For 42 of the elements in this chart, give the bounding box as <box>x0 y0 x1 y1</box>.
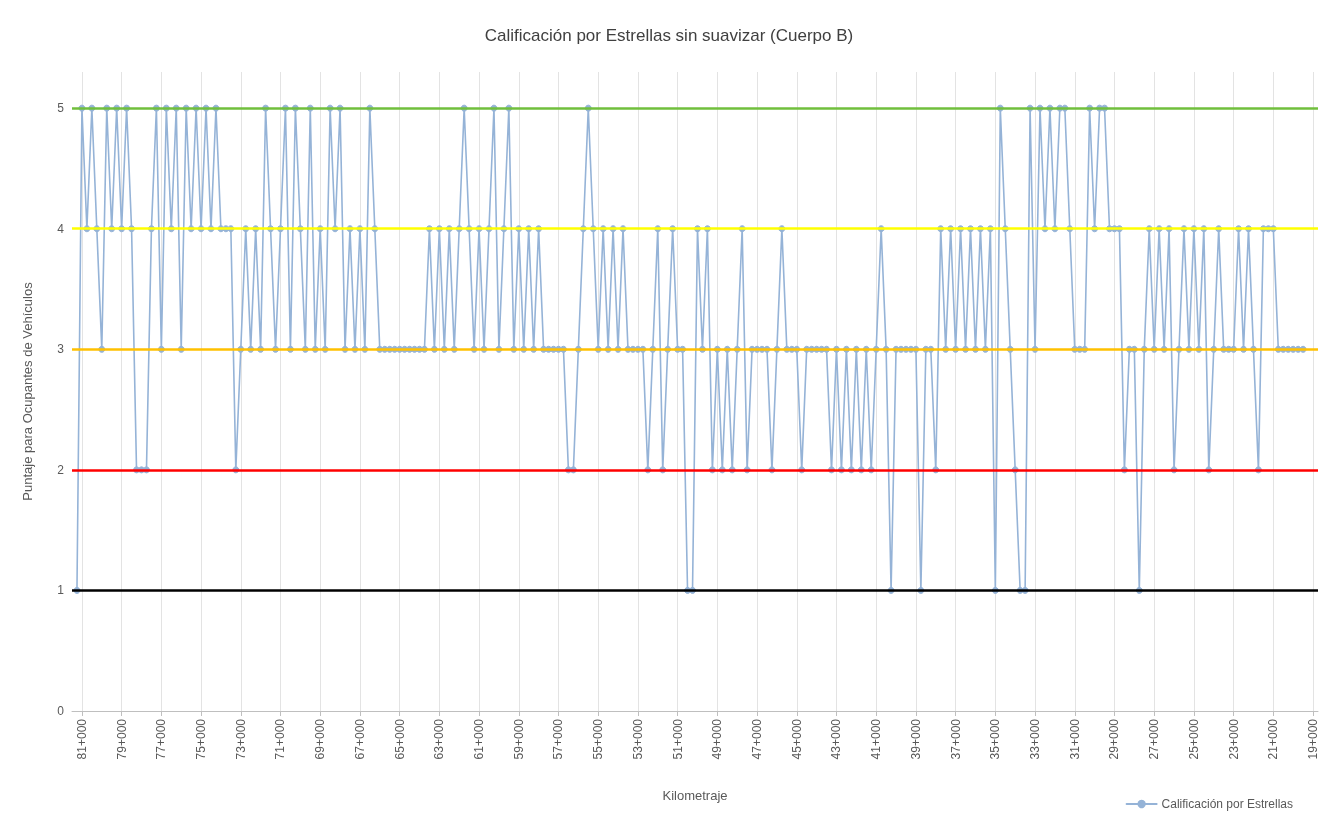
y-tick-label: 0 <box>57 704 65 718</box>
y-tick-label: 2 <box>57 462 65 477</box>
y-tick-label: 1 <box>57 583 65 598</box>
x-tick-label: 51+000 <box>670 718 685 760</box>
x-tick-label: 53+000 <box>630 718 645 760</box>
x-tick-label: 25+000 <box>1186 718 1201 760</box>
x-tick-label: 27+000 <box>1147 718 1162 760</box>
x-tick-label: 75+000 <box>194 718 209 760</box>
x-tick-label: 37+000 <box>948 718 963 760</box>
x-tick-label: 57+000 <box>551 718 566 760</box>
x-tick-label: 81+000 <box>74 718 89 760</box>
x-tick-label: 65+000 <box>392 718 407 760</box>
x-tick-label: 59+000 <box>511 718 526 760</box>
x-tick-label: 47+000 <box>750 718 765 760</box>
x-axis-title: Kilometraje <box>662 788 728 803</box>
x-tick-label: 73+000 <box>233 718 248 760</box>
x-tick-label: 77+000 <box>154 718 169 760</box>
x-tick-label: 33+000 <box>1028 718 1043 760</box>
x-tick-label: 31+000 <box>1067 718 1082 760</box>
y-tick-label: 3 <box>57 342 65 357</box>
x-tick-label: 35+000 <box>988 718 1003 760</box>
y-tick-label: 5 <box>57 101 65 116</box>
x-tick-label: 69+000 <box>313 718 328 760</box>
x-tick-label: 29+000 <box>1107 718 1122 760</box>
y-axis-title: Puntaje para Ocupantes de Vehículos <box>20 281 35 501</box>
x-tick-label: 79+000 <box>114 718 129 760</box>
x-tick-label: 63+000 <box>432 718 447 760</box>
x-tick-label: 23+000 <box>1226 718 1241 760</box>
x-tick-label: 71+000 <box>273 718 288 760</box>
x-tick-label: 39+000 <box>908 718 923 760</box>
x-tick-label: 67+000 <box>352 718 367 760</box>
x-tick-label: 55+000 <box>591 718 606 760</box>
x-tick-label: 43+000 <box>829 718 844 760</box>
x-tick-label: 41+000 <box>869 718 884 760</box>
x-tick-label: 61+000 <box>472 718 487 760</box>
legend-label: Calificación por Estrellas <box>1161 797 1294 811</box>
x-tick-label: 49+000 <box>710 718 725 760</box>
chart-title: Calificación por Estrellas sin suavizar (Cuerpo B) <box>484 26 854 45</box>
x-tick-label: 45+000 <box>789 718 804 760</box>
x-tick-label: 19+000 <box>1306 718 1321 760</box>
y-tick-label: 4 <box>57 221 65 236</box>
x-tick-label: 21+000 <box>1266 718 1281 760</box>
